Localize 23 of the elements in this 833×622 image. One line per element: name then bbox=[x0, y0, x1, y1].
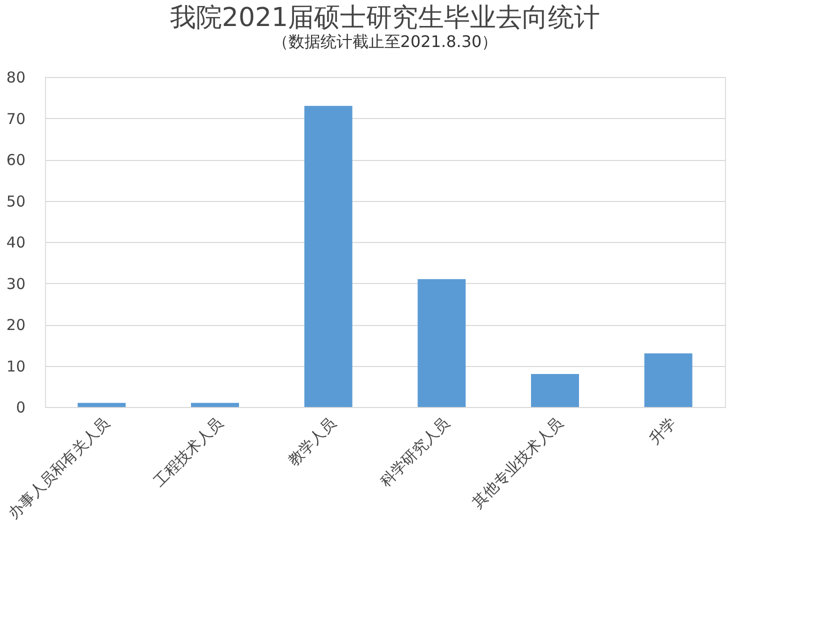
chart-title: 我院2021届硕士研究生毕业去向统计 bbox=[170, 3, 600, 33]
bar bbox=[418, 279, 466, 407]
x-tick-label: 教学人员 bbox=[284, 414, 340, 470]
bar bbox=[304, 106, 352, 407]
y-tick-label: 10 bbox=[6, 357, 26, 376]
y-tick-label: 50 bbox=[6, 192, 26, 210]
x-tick-label: 办事人员和有关人员 bbox=[4, 414, 113, 522]
x-tick-label: 升学 bbox=[646, 414, 680, 448]
y-tick-label: 80 bbox=[6, 68, 26, 86]
bar bbox=[78, 402, 126, 407]
y-tick-label: 70 bbox=[6, 110, 26, 128]
y-tick-label: 0 bbox=[16, 398, 26, 416]
y-tick-label: 30 bbox=[6, 274, 26, 293]
y-tick-label: 40 bbox=[6, 234, 26, 252]
y-tick-label: 20 bbox=[6, 316, 26, 334]
x-tick-label: 科学研究人员 bbox=[376, 414, 453, 490]
chart-subtitle: （数据统计截止至2021.8.30） bbox=[272, 32, 498, 51]
bar bbox=[191, 402, 239, 407]
x-tick-label: 其他专业技术人员 bbox=[468, 414, 566, 512]
bar bbox=[531, 374, 579, 407]
bar bbox=[644, 353, 692, 407]
y-tick-label: 60 bbox=[6, 151, 26, 169]
x-tick-label: 工程技术人员 bbox=[150, 414, 226, 490]
